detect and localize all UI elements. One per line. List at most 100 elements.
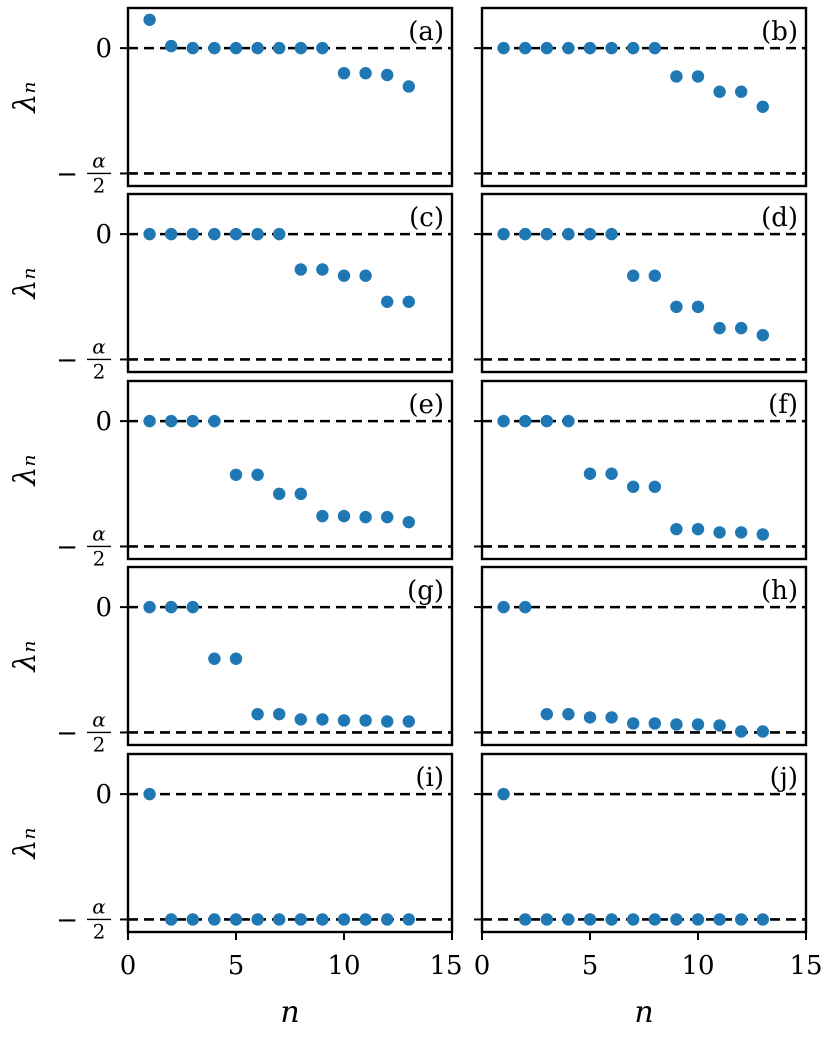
panel-i: (i) 0 − α2 λₙ 0 5 10 15 n — [8, 752, 463, 1030]
data-point — [359, 66, 372, 80]
plot-frame — [480, 752, 808, 934]
data-point — [562, 227, 575, 241]
data-point — [273, 913, 286, 926]
data-point — [251, 468, 264, 481]
data-point — [735, 913, 748, 926]
data-point — [583, 41, 597, 55]
y-tick-label: 0 — [95, 407, 112, 437]
data-point — [208, 652, 221, 665]
data-point — [316, 41, 329, 55]
data-point — [540, 41, 553, 55]
data-point — [294, 913, 307, 926]
y-tick-numerator: α — [92, 894, 106, 918]
y-tick-numerator: α — [92, 707, 106, 731]
data-point — [337, 714, 351, 727]
data-point — [648, 717, 661, 730]
panel-h: (h) — [474, 565, 808, 747]
data-point — [229, 227, 243, 241]
data-point — [273, 707, 286, 721]
data-point — [648, 41, 661, 55]
data-point — [251, 41, 264, 55]
data-point — [186, 227, 199, 241]
data-point — [670, 70, 683, 83]
data-point — [756, 528, 769, 541]
x-axis-label: n — [634, 995, 653, 1030]
data-point — [735, 725, 748, 738]
x-tick-label: 15 — [429, 951, 462, 981]
data-point — [497, 600, 510, 614]
plot-frame — [480, 565, 808, 747]
plot-frame — [480, 6, 808, 188]
data-point — [229, 652, 243, 665]
data-point — [519, 913, 532, 926]
data-point — [273, 227, 286, 241]
data-point — [208, 913, 221, 926]
data-point — [540, 227, 553, 241]
panel-j: (j) 0 5 10 15 n — [474, 752, 823, 1030]
data-point — [381, 295, 394, 309]
panel-label: (g) — [407, 576, 444, 606]
data-point — [691, 300, 705, 314]
data-point — [316, 509, 329, 523]
data-point — [337, 913, 351, 926]
data-point — [627, 913, 640, 926]
data-point — [562, 913, 575, 926]
data-point — [670, 913, 683, 926]
data-point — [648, 480, 661, 493]
data-point — [165, 414, 178, 428]
y-tick-label: − α2 — [56, 707, 111, 756]
data-point — [208, 41, 221, 55]
data-point — [519, 600, 532, 614]
data-point — [229, 41, 243, 55]
y-tick-numerator: α — [92, 521, 106, 545]
data-point — [713, 913, 726, 926]
y-tick-label: 0 — [95, 220, 112, 250]
panel-label: (i) — [415, 763, 444, 793]
data-point — [713, 526, 726, 539]
panel-label: (b) — [761, 17, 798, 47]
data-point — [251, 913, 264, 926]
data-point — [756, 913, 769, 926]
data-point — [165, 227, 178, 241]
data-point — [497, 414, 510, 428]
data-point — [670, 718, 683, 731]
data-point — [519, 41, 532, 55]
data-point — [316, 713, 329, 726]
data-point — [381, 715, 394, 728]
data-point — [143, 787, 156, 801]
data-point — [519, 227, 532, 241]
data-point — [540, 707, 553, 721]
plot-frame — [480, 379, 808, 561]
data-point — [583, 467, 597, 480]
data-point — [402, 80, 415, 93]
y-tick-numerator: α — [92, 334, 106, 358]
data-point — [294, 263, 307, 276]
plot-frame — [126, 565, 454, 747]
x-tick-label: 5 — [228, 951, 245, 981]
data-point — [562, 414, 575, 428]
data-point — [316, 263, 329, 276]
data-point — [497, 41, 510, 55]
data-point — [691, 913, 705, 926]
data-point — [756, 328, 769, 342]
panel-f: (f) — [474, 379, 808, 561]
data-point — [735, 85, 748, 98]
panel-c: (c) 0 − α2 λₙ — [8, 192, 454, 383]
panel-b: (b) — [474, 6, 808, 188]
data-point — [208, 227, 221, 241]
data-point — [691, 522, 705, 536]
panel-label: (e) — [408, 390, 444, 420]
data-point — [294, 713, 307, 726]
y-tick-denominator: 2 — [93, 546, 106, 570]
y-tick-denominator: 2 — [93, 173, 106, 197]
y-tick-sign: − — [56, 905, 78, 935]
data-point — [713, 321, 726, 335]
data-point — [540, 913, 553, 926]
data-point — [294, 41, 307, 55]
data-point — [605, 711, 618, 724]
y-tick-label: − α2 — [56, 148, 111, 197]
data-point — [627, 41, 640, 55]
plot-frame — [126, 379, 454, 561]
panel-a: (a) 0 − α2 λₙ — [8, 6, 454, 197]
panel-label: (d) — [761, 203, 798, 233]
